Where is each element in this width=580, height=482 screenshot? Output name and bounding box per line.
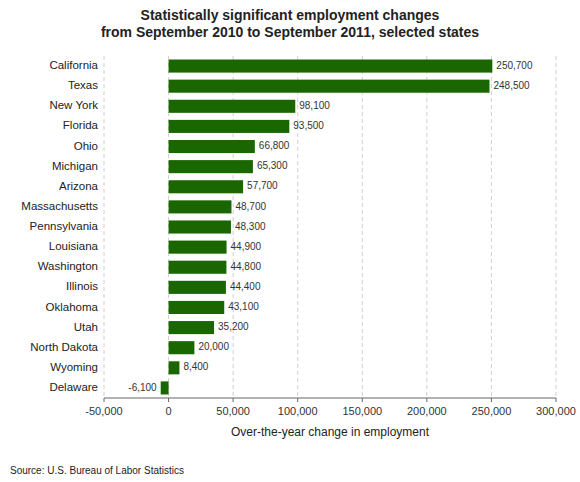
data-label: 48,700 <box>235 201 266 212</box>
chart: Statistically significant employment cha… <box>0 0 580 482</box>
grid-line <box>556 56 557 398</box>
data-label: 248,500 <box>493 80 530 91</box>
bar <box>169 361 180 374</box>
data-label: 98,100 <box>299 100 330 111</box>
bar <box>169 281 226 294</box>
y-tick-label: Pennsylvania <box>30 220 99 232</box>
bar <box>169 60 493 73</box>
bar <box>169 200 232 213</box>
bar <box>169 301 225 314</box>
x-tick <box>556 398 557 402</box>
bar <box>169 241 227 254</box>
x-tick <box>104 398 105 402</box>
data-label: -6,100 <box>128 382 157 393</box>
x-tick-label: 250,000 <box>472 405 512 417</box>
y-tick-label: Wyoming <box>50 361 98 373</box>
y-axis: California Texas New York Florida Ohio Michig… <box>21 59 98 393</box>
data-label: 66,800 <box>259 140 290 151</box>
data-label: 44,400 <box>230 281 261 292</box>
bars <box>161 60 493 395</box>
x-tick-label: 300,000 <box>536 405 576 417</box>
x-tick-label: 150,000 <box>342 405 382 417</box>
x-tick-label: -50,000 <box>85 405 122 417</box>
data-label: 8,400 <box>183 361 208 372</box>
x-tick-label: 100,000 <box>278 405 318 417</box>
data-label: 93,500 <box>293 120 324 131</box>
data-label: 43,100 <box>228 301 259 312</box>
bar <box>169 180 244 193</box>
y-tick-label: Washington <box>38 260 98 272</box>
data-label: 20,000 <box>198 341 229 352</box>
y-tick-label: Illinois <box>66 280 98 292</box>
x-tick <box>491 398 492 402</box>
y-tick-label: Florida <box>63 119 99 131</box>
bar <box>169 140 255 153</box>
bar <box>161 381 169 394</box>
bar <box>169 120 290 133</box>
y-tick-label: Texas <box>68 79 98 91</box>
y-tick-label: Massachusetts <box>21 200 98 212</box>
bar <box>169 341 195 354</box>
grid-line <box>104 56 105 398</box>
title-line: Statistically significant employment cha… <box>141 7 440 23</box>
bar <box>169 160 253 173</box>
title-line: from September 2010 to September 2011, s… <box>101 24 479 40</box>
data-label: 250,700 <box>496 60 533 71</box>
grid-line <box>362 56 363 398</box>
data-label: 44,900 <box>231 241 262 252</box>
x-tick <box>168 398 169 402</box>
x-tick <box>233 398 234 402</box>
x-tick-label: 50,000 <box>216 405 250 417</box>
x-axis-line <box>104 398 556 399</box>
y-tick-label: North Dakota <box>30 341 98 353</box>
x-axis-label: Over-the-year change in employment <box>231 425 430 439</box>
grid-line <box>297 56 298 398</box>
data-labels: 250,700 248,500 98,100 93,50066,800 65,300 57… <box>128 60 533 393</box>
bar <box>169 261 227 274</box>
x-tick-label: 0 <box>166 405 172 417</box>
y-tick-label: Oklahoma <box>46 301 99 313</box>
y-tick-label: Louisiana <box>49 240 99 252</box>
x-tick-label: 200,000 <box>407 405 447 417</box>
x-axis: -50,000 0 50,000 100,000 150,000 200,000 250,0… <box>85 398 576 417</box>
bar <box>169 80 490 93</box>
grid <box>104 56 556 398</box>
data-label: 57,700 <box>247 180 278 191</box>
x-tick <box>426 398 427 402</box>
data-label: 48,300 <box>235 221 266 232</box>
y-tick-label: Ohio <box>74 140 98 152</box>
data-label: 44,800 <box>230 261 261 272</box>
data-label: 35,200 <box>218 321 249 332</box>
x-tick <box>297 398 298 402</box>
bar <box>169 321 214 334</box>
x-tick <box>362 398 363 402</box>
data-label: 65,300 <box>257 160 288 171</box>
bar <box>169 100 296 113</box>
y-tick-label: New York <box>49 99 98 111</box>
y-tick-label: Michigan <box>52 160 98 172</box>
bar <box>169 220 231 233</box>
source: Source: U.S. Bureau of Labor Statistics <box>10 465 184 476</box>
y-tick-label: Delaware <box>49 381 98 393</box>
grid-line <box>491 56 492 398</box>
grid-line <box>426 56 427 398</box>
y-tick-label: Utah <box>74 321 98 333</box>
y-tick-label: California <box>49 59 98 71</box>
title: Statistically significant employment cha… <box>101 7 479 40</box>
y-tick-label: Arizona <box>59 180 99 192</box>
